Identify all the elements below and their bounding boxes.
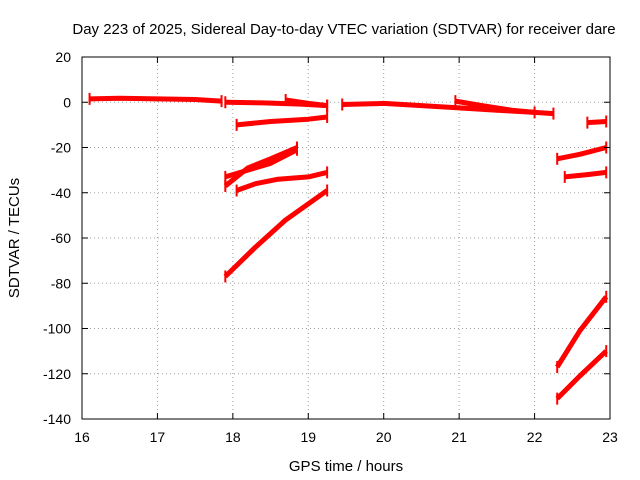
series-line-arc-5: [224, 147, 299, 180]
series-line-arc-3: [285, 97, 328, 109]
y-tick-label: -120: [43, 366, 71, 382]
y-tick-label: -80: [51, 275, 71, 291]
y-tick-label: 0: [63, 94, 71, 110]
series-line-arc-4: [236, 114, 328, 128]
tick-group: 16 17 18 19 20 21 22 23 20 0 -20 -40 -60 -80 -100 -120 -…: [43, 49, 618, 445]
series-line-arc-10: [454, 98, 535, 115]
y-tick-label: -100: [43, 321, 71, 337]
series-line-arc-13: [564, 169, 607, 180]
x-tick-label: 21: [451, 429, 467, 445]
series-line-arc-15: [555, 349, 608, 401]
y-tick-label: -40: [51, 185, 71, 201]
x-tick-label: 17: [150, 429, 166, 445]
x-tick-label: 23: [602, 429, 618, 445]
series-line-arc-14: [555, 295, 609, 369]
series-line-arc-8: [223, 188, 329, 279]
series-group: [88, 92, 609, 405]
series-line-arc-11: [587, 119, 607, 126]
y-tick-label: -140: [43, 411, 71, 427]
chart-title: Day 223 of 2025, Sidereal Day-to-day VTE…: [72, 21, 615, 38]
x-tick-label: 19: [300, 429, 316, 445]
x-tick-label: 16: [74, 429, 90, 445]
x-tick-label: 20: [376, 429, 392, 445]
series-line-arc-12: [556, 145, 607, 162]
y-tick-label: -60: [51, 230, 71, 246]
y-tick-label: -20: [51, 140, 71, 156]
x-axis-label: GPS time / hours: [289, 458, 403, 475]
x-tick-label: 18: [225, 429, 241, 445]
y-axis-label: SDTVAR / TECUs: [6, 178, 23, 298]
series-line-arc-6: [223, 145, 298, 188]
series-line-arc-7: [235, 169, 328, 193]
series-line-arc-1: [89, 95, 222, 104]
y-tick-label: 20: [55, 49, 71, 65]
x-tick-label: 22: [527, 429, 543, 445]
